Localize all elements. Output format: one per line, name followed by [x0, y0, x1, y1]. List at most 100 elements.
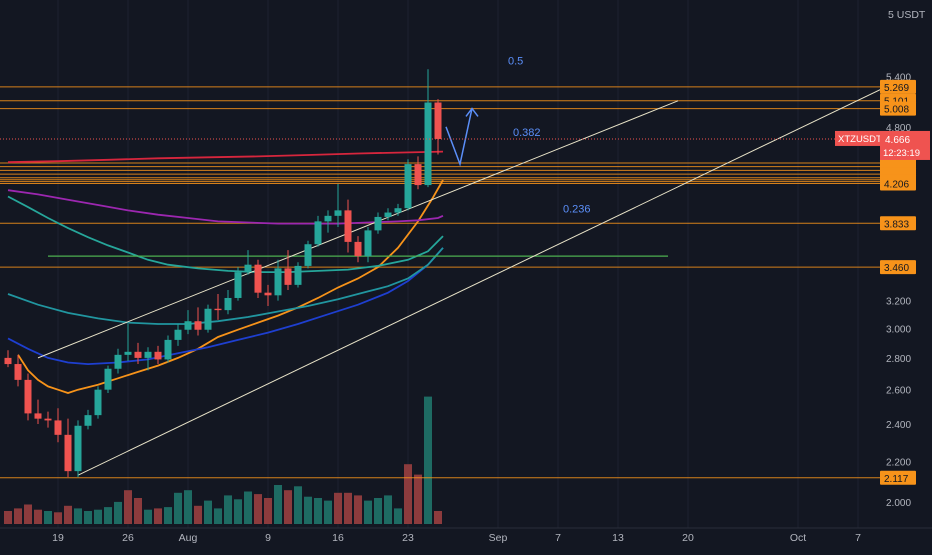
price-level-tag	[880, 176, 916, 191]
candle-body	[174, 329, 182, 340]
candle-body	[24, 379, 32, 414]
y-tick-label: 3.200	[886, 297, 911, 308]
price-level-layer	[0, 86, 880, 479]
volume-bar	[244, 491, 252, 524]
volume-bar	[124, 490, 132, 524]
time-axis-background	[0, 528, 932, 550]
candle-body	[254, 264, 262, 293]
price-level-tag-label: 5.008	[884, 105, 909, 116]
volume-bar	[254, 494, 262, 524]
candle-body	[404, 164, 412, 209]
volume-bar	[154, 508, 162, 524]
fib-level-label: 0.5	[508, 56, 523, 68]
x-tick-label: 23	[402, 532, 414, 544]
channel-line	[37, 100, 679, 359]
volume-bar	[194, 505, 202, 524]
volume-bar	[104, 507, 112, 524]
fib-level-label: 0.382	[513, 127, 541, 139]
candle-body	[154, 351, 162, 360]
x-tick-label: Oct	[790, 532, 806, 544]
price-tag-layer: 5.2695.1015.0084.4114.3744.3364.2994.262…	[0, 79, 930, 485]
volume-bar	[434, 511, 442, 524]
time-axis: 19 26 Aug 9 16 23 Sep 7 13 20 Oct 7	[0, 527, 932, 550]
price-level-tag	[880, 216, 916, 231]
price-level-tag	[880, 101, 916, 116]
volume-bar	[24, 504, 32, 524]
candle-body	[394, 208, 402, 213]
volume-bar	[204, 500, 212, 524]
price-level-tag	[880, 470, 916, 485]
candle-body	[364, 230, 372, 257]
moving-average-line	[7, 247, 444, 325]
candle-body	[134, 351, 142, 358]
x-tick-label: 7	[555, 532, 561, 544]
x-tick-label: Sep	[489, 532, 508, 544]
candle-body	[164, 339, 172, 360]
moving-average-line	[7, 189, 444, 225]
candle-body	[274, 268, 282, 296]
moving-average-line	[17, 179, 444, 394]
candle-body	[294, 265, 302, 285]
volume-bar	[324, 500, 332, 524]
volume-bar	[404, 464, 412, 524]
candle-body	[104, 368, 112, 390]
candle-body	[214, 308, 222, 311]
volume-bar	[284, 490, 292, 524]
candle-body	[124, 351, 132, 355]
y-tick-label: 2.800	[886, 354, 911, 365]
candle-body	[354, 241, 362, 257]
candle-body	[314, 221, 322, 245]
volume-bar	[274, 485, 282, 524]
candle-body	[264, 292, 272, 296]
volume-bar	[174, 492, 182, 524]
y-tick-label: 4.800	[886, 123, 911, 134]
candle-body	[4, 357, 12, 365]
candle-body	[34, 413, 42, 419]
volume-bar	[364, 500, 372, 524]
currency-label: 5 USDT	[888, 9, 926, 21]
volume-bar	[144, 509, 152, 524]
price-level-tag-label: 3.460	[884, 263, 909, 274]
volume-bar	[414, 474, 422, 524]
volume-bar	[4, 511, 12, 524]
price-level-tag-label: 2.117	[884, 474, 909, 485]
volume-bar	[294, 486, 302, 524]
price-level-tag	[880, 260, 916, 275]
drawing-layer	[37, 75, 909, 476]
channel-line	[77, 75, 909, 476]
price-level-tag-label: 3.833	[884, 219, 909, 230]
volume-bar	[304, 496, 312, 524]
candle-body	[324, 215, 332, 222]
volume-bar	[374, 498, 382, 524]
candle-body	[204, 308, 212, 330]
candle-body	[344, 210, 352, 242]
volume-bar	[164, 507, 172, 524]
candle-body	[194, 321, 202, 330]
moving-average-line	[7, 150, 444, 164]
volume-bar	[44, 511, 52, 524]
candle-body	[424, 102, 432, 186]
volume-bar	[264, 498, 272, 524]
volume-bar	[214, 508, 222, 524]
y-tick-label: 5.400	[886, 72, 911, 83]
candle-body	[74, 425, 82, 472]
y-tick-label: 2.200	[886, 457, 911, 468]
volume-bar	[424, 396, 432, 524]
volume-bar	[314, 498, 322, 524]
candle-body	[414, 164, 422, 186]
volume-bar	[234, 499, 242, 524]
x-tick-label: 7	[855, 532, 861, 544]
x-tick-label: 9	[265, 532, 271, 544]
candle-body	[184, 321, 192, 330]
volume-bar	[184, 490, 192, 524]
arrow-head	[465, 107, 479, 117]
volume-bar	[354, 495, 362, 524]
candle-body	[54, 420, 62, 435]
candle-layer	[4, 69, 442, 478]
volume-bar	[94, 509, 102, 524]
volume-bar	[394, 508, 402, 524]
volume-bar	[34, 509, 42, 524]
symbol-tag	[835, 130, 880, 146]
